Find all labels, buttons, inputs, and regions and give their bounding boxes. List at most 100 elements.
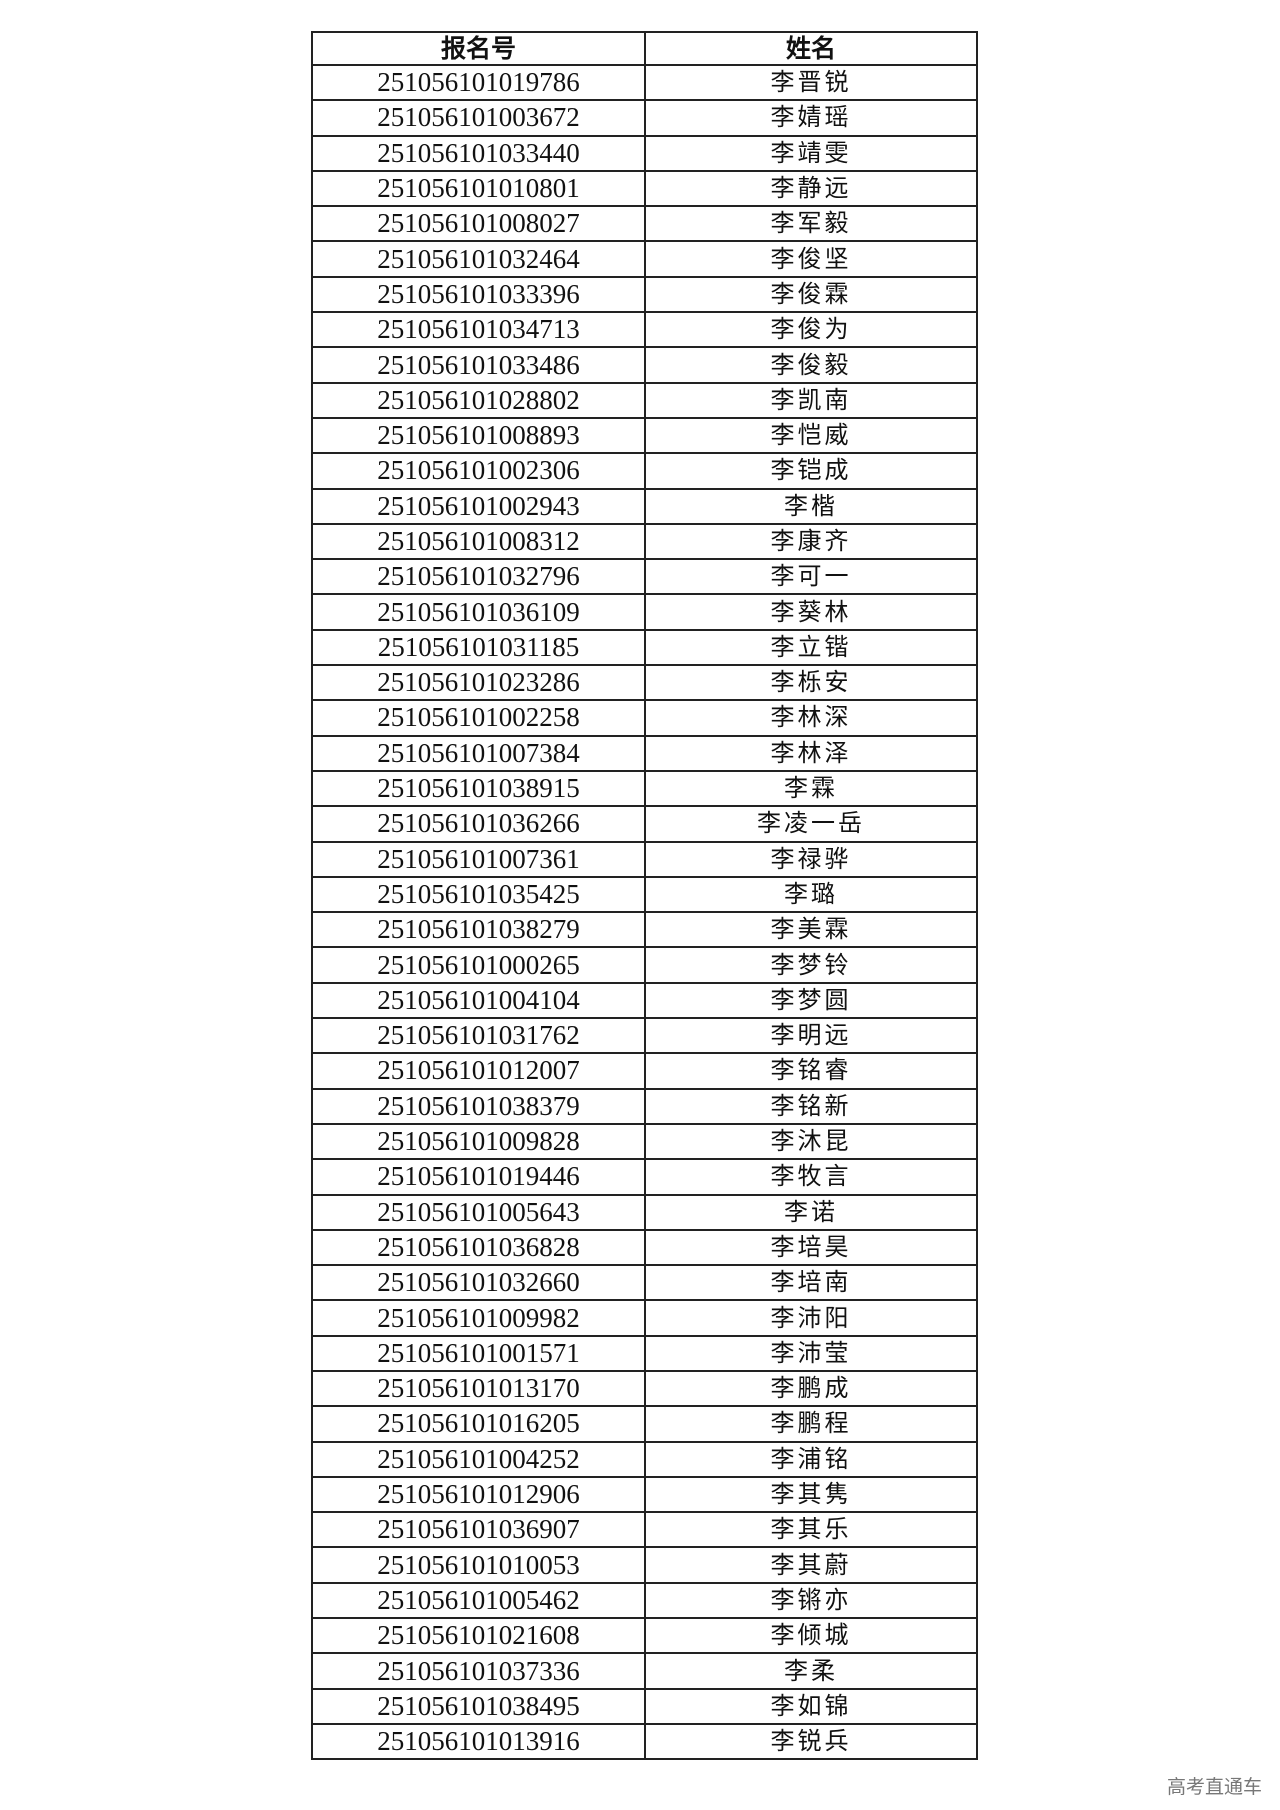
table-row: 251056101033486 李俊毅 — [311, 346, 978, 384]
registration-number-cell: 251056101012007 — [311, 1052, 646, 1090]
name-cell: 李鹏程 — [644, 1405, 978, 1443]
watermark: 高考直通车 — [1166, 1776, 1262, 1798]
table-row: 251056101010053 李其蔚 — [311, 1546, 978, 1584]
table-row: 251056101038495 李如锦 — [311, 1687, 978, 1725]
name-cell: 李培昊 — [644, 1228, 978, 1267]
table-row: 251056101013170 李鹏成 — [311, 1369, 978, 1408]
name-cell: 李明远 — [644, 1017, 978, 1055]
table-row: 251056101032660 李培南 — [311, 1264, 978, 1302]
name-cell: 李锵亦 — [644, 1581, 978, 1620]
registration-number-cell: 251056101007361 — [311, 840, 646, 878]
name-cell: 李林泽 — [644, 734, 978, 772]
registration-number-cell: 251056101004252 — [311, 1440, 646, 1478]
registration-number-cell: 251056101008893 — [311, 416, 646, 455]
name-cell: 李康齐 — [644, 522, 978, 561]
name-cell: 李梦铃 — [644, 946, 978, 984]
registration-number-cell: 251056101016205 — [311, 1405, 646, 1443]
registration-number-cell: 251056101038915 — [311, 769, 646, 808]
registration-number-cell: 251056101036907 — [311, 1511, 646, 1549]
table-row: 251056101012906 李其隽 — [311, 1475, 978, 1514]
table-row: 251056101035425 李璐 — [311, 875, 978, 914]
registration-number-cell: 251056101004104 — [311, 981, 646, 1020]
name-cell: 李恺威 — [644, 416, 978, 455]
registration-number-cell: 251056101002943 — [311, 487, 646, 525]
registration-number-cell: 251056101002306 — [311, 452, 646, 490]
roster-table: 报名号 姓名 251056101019786 李晋锐 251056101003672… — [311, 31, 978, 1761]
table-row: 251056101032464 李俊坚 — [311, 240, 978, 278]
name-cell: 李婧瑶 — [644, 99, 978, 137]
name-cell: 李霖 — [644, 769, 978, 808]
registration-number-cell: 251056101008027 — [311, 205, 646, 243]
table-row: 251056101009828 李沐昆 — [311, 1122, 978, 1161]
registration-number-cell: 251056101034713 — [311, 311, 646, 349]
registration-number-cell: 251056101009982 — [311, 1299, 646, 1337]
column-header-name: 姓名 — [644, 31, 978, 66]
table-row: 251056101036109 李葵林 — [311, 593, 978, 631]
name-cell: 李靖雯 — [644, 134, 978, 172]
table-row: 251056101031185 李立锴 — [311, 628, 978, 667]
registration-number-cell: 251056101036109 — [311, 593, 646, 631]
table-row: 251056101033440 李靖雯 — [311, 134, 978, 172]
table-row: 251056101008027 李军毅 — [311, 205, 978, 243]
table-row: 251056101023286 李栎安 — [311, 664, 978, 702]
registration-number-cell: 251056101036828 — [311, 1228, 646, 1267]
registration-number-cell: 251056101005462 — [311, 1581, 646, 1620]
registration-number-cell: 251056101009828 — [311, 1122, 646, 1161]
name-cell: 李浦铭 — [644, 1440, 978, 1478]
registration-number-cell: 251056101007384 — [311, 734, 646, 772]
name-cell: 李俊霖 — [644, 275, 978, 314]
table-row: 251056101012007 李铭睿 — [311, 1052, 978, 1090]
name-cell: 李可一 — [644, 558, 978, 596]
registration-number-cell: 251056101038495 — [311, 1687, 646, 1725]
table-row: 251056101019446 李牧言 — [311, 1158, 978, 1196]
table-row: 251056101007361 李禄骅 — [311, 840, 978, 878]
name-cell: 李锐兵 — [644, 1722, 978, 1761]
name-cell: 李牧言 — [644, 1158, 978, 1196]
name-cell: 李鹏成 — [644, 1369, 978, 1408]
name-cell: 李其隽 — [644, 1475, 978, 1514]
name-cell: 李铭睿 — [644, 1052, 978, 1090]
registration-number-cell: 251056101033486 — [311, 346, 646, 384]
registration-number-cell: 251056101038279 — [311, 911, 646, 949]
registration-number-cell: 251056101002258 — [311, 699, 646, 737]
table-row: 251056101005643 李诺 — [311, 1193, 978, 1231]
registration-number-cell: 251056101012906 — [311, 1475, 646, 1514]
registration-number-cell: 251056101010053 — [311, 1546, 646, 1584]
name-cell: 李沛阳 — [644, 1299, 978, 1337]
table-row: 251056101001571 李沛莹 — [311, 1334, 978, 1372]
name-cell: 李俊坚 — [644, 240, 978, 278]
name-cell: 李栎安 — [644, 664, 978, 702]
name-cell: 李美霖 — [644, 911, 978, 949]
name-cell: 李凯南 — [644, 381, 978, 419]
table-row: 251056101038379 李铭新 — [311, 1087, 978, 1125]
name-cell: 李柔 — [644, 1652, 978, 1690]
registration-number-cell: 251056101013170 — [311, 1369, 646, 1408]
registration-number-cell: 251056101032796 — [311, 558, 646, 596]
table-header-row: 报名号 姓名 — [311, 31, 978, 66]
registration-number-cell: 251056101038379 — [311, 1087, 646, 1125]
table-row: 251056101028802 李凯南 — [311, 381, 978, 419]
name-cell: 李如锦 — [644, 1687, 978, 1725]
table-row: 251056101010801 李静远 — [311, 169, 978, 208]
name-cell: 李楷 — [644, 487, 978, 525]
name-cell: 李铠成 — [644, 452, 978, 490]
table-row: 251056101036266 李凌一岳 — [311, 805, 978, 843]
table-row: 251056101036828 李培昊 — [311, 1228, 978, 1267]
registration-number-cell: 251056101021608 — [311, 1617, 646, 1655]
table-row: 251056101019786 李晋锐 — [311, 63, 978, 102]
table-row: 251056101002258 李林深 — [311, 699, 978, 737]
name-cell: 李晋锐 — [644, 63, 978, 102]
registration-number-cell: 251056101032464 — [311, 240, 646, 278]
registration-number-cell: 251056101036266 — [311, 805, 646, 843]
registration-number-cell: 251056101003672 — [311, 99, 646, 137]
registration-number-cell: 251056101008312 — [311, 522, 646, 561]
name-cell: 李诺 — [644, 1193, 978, 1231]
registration-number-cell: 251056101033396 — [311, 275, 646, 314]
name-cell: 李凌一岳 — [644, 805, 978, 843]
table-row: 251056101002306 李铠成 — [311, 452, 978, 490]
name-cell: 李梦圆 — [644, 981, 978, 1020]
registration-number-cell: 251056101037336 — [311, 1652, 646, 1690]
table-row: 251056101005462 李锵亦 — [311, 1581, 978, 1620]
table-row: 251056101033396 李俊霖 — [311, 275, 978, 314]
name-cell: 李其乐 — [644, 1511, 978, 1549]
